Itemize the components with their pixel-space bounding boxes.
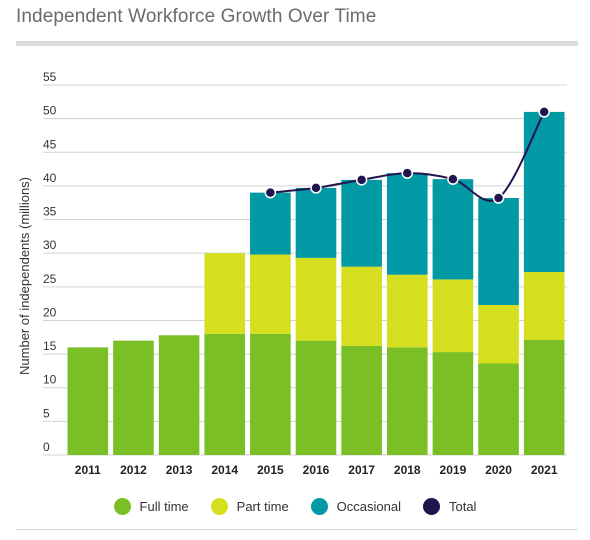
legend-label: Total <box>448 499 477 514</box>
bar-segment-part-time <box>250 254 291 334</box>
x-tick-label: 2016 <box>303 463 330 477</box>
y-tick-label: 45 <box>43 137 57 151</box>
y-tick-label: 15 <box>43 339 57 353</box>
legend-swatch-full-time <box>113 498 131 515</box>
total-point <box>538 106 550 118</box>
y-tick-label: 50 <box>43 104 57 118</box>
legend-swatch-total <box>422 498 440 515</box>
legend-item-total: Total <box>422 498 477 515</box>
bar-segment-occasional <box>250 192 291 255</box>
y-tick-label: 25 <box>43 272 57 286</box>
x-tick-label: 2019 <box>440 463 467 477</box>
legend-label: Part time <box>236 499 289 514</box>
chart-title: Independent Workforce Growth Over Time <box>16 6 377 27</box>
bar-segment-full-time <box>67 347 109 455</box>
bar-segment-full-time <box>295 340 337 455</box>
bar-segment-full-time <box>250 333 291 455</box>
y-tick-label: 20 <box>43 305 57 319</box>
bottom-divider <box>16 529 578 530</box>
legend-item-occasional: Occasional <box>310 498 401 515</box>
x-tick-label: 2012 <box>120 463 147 477</box>
bar-segment-full-time <box>523 339 565 455</box>
x-tick-label: 2018 <box>394 463 421 477</box>
bar-segment-part-time <box>204 253 246 334</box>
legend-swatch-part-time <box>210 498 228 515</box>
x-tick-label: 2013 <box>166 463 193 477</box>
bar-segment-part-time <box>386 274 428 348</box>
y-axis-label: Number of independents (millions) <box>17 177 32 375</box>
total-point <box>492 192 505 204</box>
x-tick-label: 2020 <box>485 463 512 477</box>
bar-segment-full-time <box>478 363 519 455</box>
bar-segment-full-time <box>113 340 154 455</box>
y-tick-label: 0 <box>43 440 50 454</box>
bar-segment-occasional <box>478 198 519 305</box>
y-tick-label: 55 <box>43 70 57 84</box>
stacked-bar-chart: 0 5 10 15 20 25 30 35 40 45 50 55 2011 2012 2013 2014 2… <box>17 70 567 477</box>
total-point <box>447 173 459 185</box>
x-tick-label: 2015 <box>257 463 284 477</box>
bar-segment-occasional <box>341 179 382 267</box>
bar-segment-full-time <box>341 346 382 455</box>
bar-segment-part-time <box>478 304 519 364</box>
total-point <box>264 186 277 199</box>
bar-segment-occasional <box>386 173 428 275</box>
chart-legend: Full time Part time Occasional Total <box>0 498 590 515</box>
bar-segment-full-time <box>204 333 246 455</box>
x-tick-label: 2017 <box>348 463 375 477</box>
bar-segment-full-time <box>432 352 474 455</box>
bar-segment-part-time <box>341 266 382 347</box>
total-point <box>310 182 322 194</box>
x-tick-label: 2011 <box>75 463 101 477</box>
bar-segment-occasional <box>432 179 474 280</box>
y-tick-label: 5 <box>43 406 50 420</box>
bar-segment-occasional <box>295 187 337 258</box>
y-tick-label: 10 <box>43 373 57 387</box>
y-tick-label: 40 <box>43 171 57 185</box>
legend-item-full-time: Full time <box>113 498 189 515</box>
title-divider <box>16 41 578 46</box>
y-tick-label: 30 <box>43 238 57 252</box>
x-tick-label: 2014 <box>211 463 238 477</box>
bar-segment-part-time <box>523 272 565 340</box>
x-tick-label: 2021 <box>531 463 558 477</box>
legend-label: Full time <box>139 499 189 514</box>
legend-label: Occasional <box>336 499 401 514</box>
total-point <box>355 174 368 186</box>
y-tick-label: 35 <box>43 205 57 219</box>
bar-segment-occasional <box>523 111 565 273</box>
bar-segment-full-time <box>386 347 428 455</box>
bar-segment-part-time <box>432 279 474 353</box>
total-point <box>401 167 414 179</box>
bar-segment-full-time <box>158 335 200 455</box>
legend-swatch-occasional <box>310 498 328 515</box>
bar-segment-part-time <box>295 257 337 341</box>
legend-item-part-time: Part time <box>210 498 289 515</box>
